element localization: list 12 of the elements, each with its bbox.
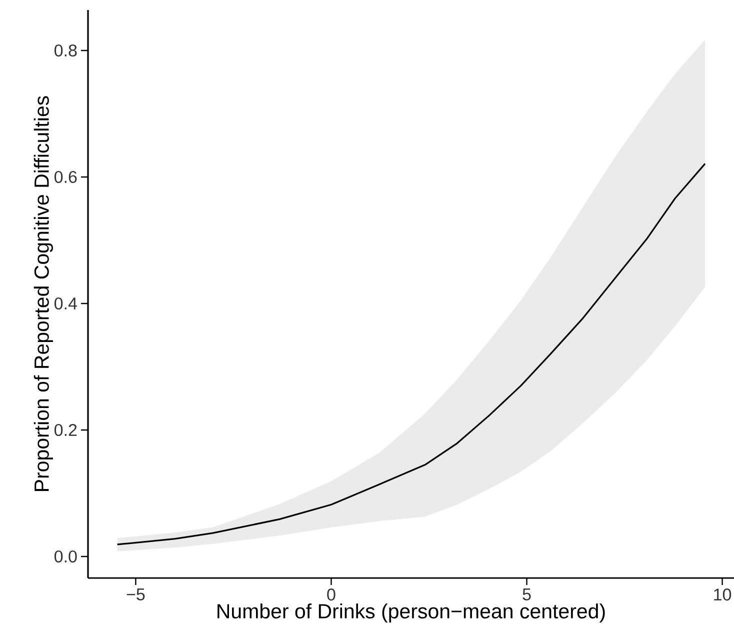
x-tick-label: 0 [327,588,336,601]
x-axis-title: Number of Drinks (person−mean centered) [218,603,605,623]
y-axis-title: Proportion of Reported Cognitive Difficulties [34,96,53,491]
x-tick-label: 10 [714,588,732,601]
y-tick-label: 0.4 [54,297,77,310]
y-tick-label: 0.0 [54,550,77,563]
x-tick-label: 5 [522,588,531,600]
y-tick-label: 0.2 [54,424,77,436]
y-tick-label: 0.8 [54,44,77,56]
x-tick-label: −5 [126,588,145,600]
y-tick-label: 0.6 [54,170,77,184]
line-series [116,162,706,546]
